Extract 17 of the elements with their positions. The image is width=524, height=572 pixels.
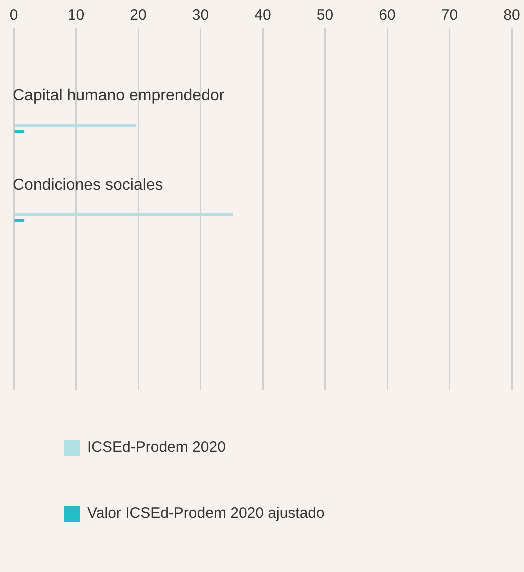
x-tick-label: 70 [441,7,458,24]
x-tick-label: 0 [10,7,18,24]
bar [14,213,234,216]
bar [14,124,137,128]
bar [14,219,25,222]
x-tick-label: 20 [130,7,147,24]
x-tick-label: 10 [68,7,85,24]
x-tick-label: 60 [379,7,396,24]
y-tick-label: Capital humano emprendedor [13,88,226,105]
x-tick-label: 50 [316,7,334,24]
x-tick-label: 40 [254,7,272,24]
legend-label: Valor ICSEd-Prodem 2020 ajustado [88,505,325,522]
x-tick-label: 30 [192,7,210,24]
legend-label: ICSEd-Prodem 2020 [88,439,226,456]
y-tick-label: Condiciones sociales [13,176,164,194]
bar [14,130,25,134]
x-tick-label: 80 [504,7,520,24]
